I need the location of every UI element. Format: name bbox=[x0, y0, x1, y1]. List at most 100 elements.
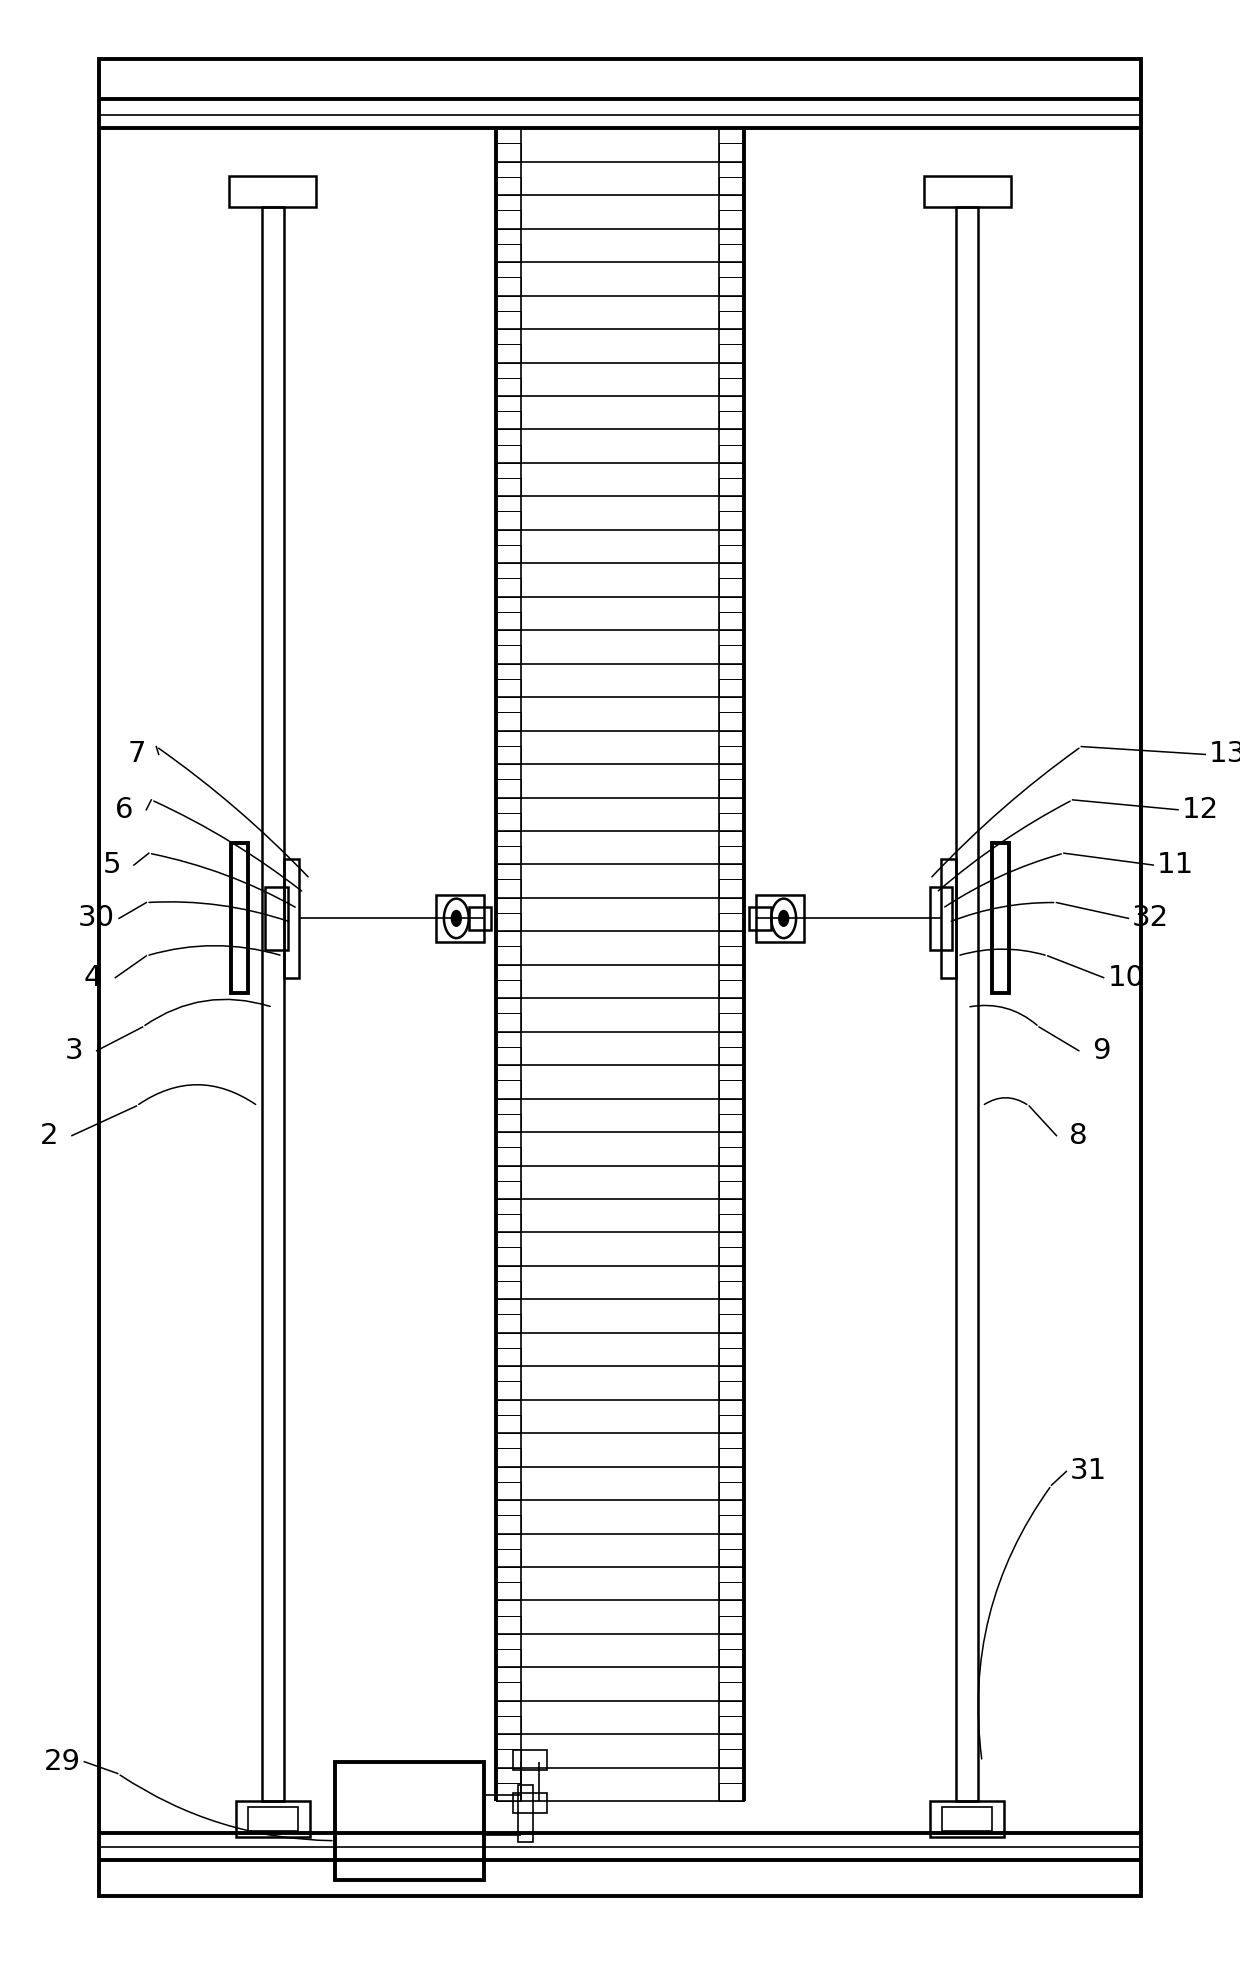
Bar bbox=[496, 310, 521, 330]
Bar bbox=[496, 679, 521, 697]
Bar bbox=[942, 1807, 992, 1831]
Text: 8: 8 bbox=[1069, 1122, 1089, 1149]
Bar bbox=[756, 895, 804, 942]
Bar bbox=[719, 1215, 744, 1232]
Bar bbox=[719, 1414, 744, 1434]
Bar bbox=[496, 243, 521, 263]
Bar bbox=[496, 1381, 521, 1400]
Bar bbox=[496, 444, 521, 462]
Bar bbox=[229, 176, 316, 207]
Bar bbox=[99, 59, 1141, 1896]
Bar bbox=[496, 1515, 521, 1533]
Bar bbox=[992, 843, 1009, 993]
Text: 4: 4 bbox=[84, 964, 102, 991]
Bar bbox=[496, 1315, 521, 1333]
Bar bbox=[496, 1548, 521, 1566]
Bar bbox=[719, 512, 744, 529]
Bar bbox=[719, 178, 744, 196]
Bar bbox=[719, 1248, 744, 1266]
Bar bbox=[284, 859, 299, 978]
Bar bbox=[496, 1181, 521, 1199]
Bar bbox=[496, 1649, 521, 1667]
Bar bbox=[496, 211, 521, 229]
Bar bbox=[496, 1147, 521, 1165]
Bar bbox=[496, 344, 521, 363]
Bar bbox=[265, 887, 288, 950]
Bar bbox=[496, 845, 521, 865]
Bar bbox=[719, 1181, 744, 1199]
Text: 3: 3 bbox=[64, 1037, 84, 1065]
Bar bbox=[749, 907, 771, 930]
Bar bbox=[719, 845, 744, 865]
Bar bbox=[719, 1515, 744, 1533]
Bar bbox=[719, 879, 744, 899]
Bar bbox=[496, 1248, 521, 1266]
Bar bbox=[496, 144, 521, 162]
Bar bbox=[719, 444, 744, 462]
Bar bbox=[496, 646, 521, 664]
Bar bbox=[719, 778, 744, 798]
Bar bbox=[248, 1807, 298, 1831]
Bar bbox=[496, 1114, 521, 1132]
Bar bbox=[496, 1683, 521, 1700]
Bar bbox=[941, 859, 956, 978]
Bar bbox=[719, 1616, 744, 1633]
Bar bbox=[719, 713, 744, 731]
Bar bbox=[719, 276, 744, 296]
Bar bbox=[496, 1582, 521, 1600]
Bar bbox=[496, 178, 521, 196]
Bar bbox=[496, 1080, 521, 1098]
Bar bbox=[496, 980, 521, 997]
Text: 6: 6 bbox=[115, 796, 133, 824]
Bar bbox=[719, 980, 744, 997]
Bar bbox=[719, 679, 744, 697]
Text: 13: 13 bbox=[1209, 741, 1240, 768]
Bar bbox=[496, 276, 521, 296]
Bar bbox=[719, 1147, 744, 1165]
Bar bbox=[719, 377, 744, 397]
Bar bbox=[719, 211, 744, 229]
Bar bbox=[719, 344, 744, 363]
Bar bbox=[496, 377, 521, 397]
Bar bbox=[719, 1750, 744, 1768]
Bar bbox=[496, 1215, 521, 1232]
Bar bbox=[719, 747, 744, 764]
Bar bbox=[719, 1114, 744, 1132]
Bar bbox=[496, 1282, 521, 1300]
Bar bbox=[513, 1750, 547, 1770]
Bar bbox=[719, 243, 744, 263]
Bar bbox=[496, 912, 521, 932]
Bar bbox=[496, 579, 521, 596]
Bar bbox=[719, 1381, 744, 1400]
Bar bbox=[335, 1762, 484, 1880]
Bar bbox=[719, 144, 744, 162]
Bar bbox=[719, 579, 744, 596]
Bar bbox=[930, 887, 952, 950]
Bar bbox=[956, 207, 978, 1801]
Bar bbox=[924, 176, 1011, 207]
Text: 32: 32 bbox=[1132, 905, 1169, 932]
Circle shape bbox=[779, 910, 789, 926]
Bar bbox=[496, 1783, 521, 1801]
Bar bbox=[719, 912, 744, 932]
Bar bbox=[719, 946, 744, 966]
Bar bbox=[513, 1793, 547, 1813]
Bar bbox=[719, 1047, 744, 1065]
Bar bbox=[719, 1683, 744, 1700]
Circle shape bbox=[451, 910, 461, 926]
Bar bbox=[496, 1013, 521, 1031]
Bar bbox=[719, 411, 744, 429]
Bar bbox=[496, 747, 521, 764]
Bar bbox=[496, 1481, 521, 1501]
Bar bbox=[719, 646, 744, 664]
Bar bbox=[719, 1282, 744, 1300]
Text: 30: 30 bbox=[78, 905, 115, 932]
Bar bbox=[496, 1347, 521, 1367]
Text: 31: 31 bbox=[1070, 1458, 1107, 1485]
Bar bbox=[719, 1347, 744, 1367]
Bar bbox=[236, 1801, 310, 1837]
Text: 7: 7 bbox=[128, 741, 145, 768]
Bar bbox=[719, 1481, 744, 1501]
Text: 11: 11 bbox=[1157, 851, 1194, 879]
Bar bbox=[496, 512, 521, 529]
